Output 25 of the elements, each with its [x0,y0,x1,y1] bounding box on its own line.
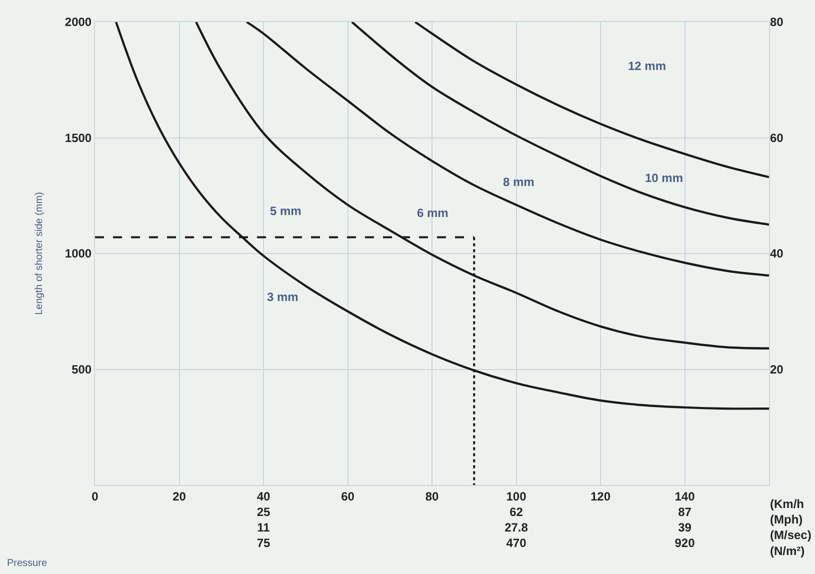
y2-tick-label: 20 [770,362,784,376]
y2-tick-label: 60 [770,130,784,145]
x-tick-label: 20 [172,489,186,504]
x-tick-label: 140 87 39 920 [674,489,696,550]
text: Pressure [7,558,48,569]
x-tick-label: 40 25 11 75 [256,489,270,550]
y2-tick-label: 40 [770,246,784,261]
annotation: 10 mm [645,171,684,185]
y-tick-label: 1500 [64,130,92,145]
x-tick-label: 0 [92,489,99,504]
y-tick-label: 2000 [64,15,92,30]
annotation: 6 mm [417,206,448,220]
annotation: 5 mm [270,204,302,218]
y-tick-label: 1000 [64,246,92,261]
x-tick-label: 120 [590,489,611,504]
x-tick-label: 60 [341,489,355,504]
x-tick-label: 100 62 27.8 470 [504,489,528,550]
x-tick-label: 80 [425,489,439,504]
y-axis-title: Length of shorter side (mm) [34,192,45,315]
text: (Km/h (Mph) (M/sec) (N/m²) [770,497,812,558]
y2-tick-label: 80 [770,15,784,30]
y-tick-label: 500 [72,362,92,376]
annotation: 3 mm [267,290,298,304]
annotation: 8 mm [503,175,534,189]
annotation: 12 mm [628,59,666,73]
